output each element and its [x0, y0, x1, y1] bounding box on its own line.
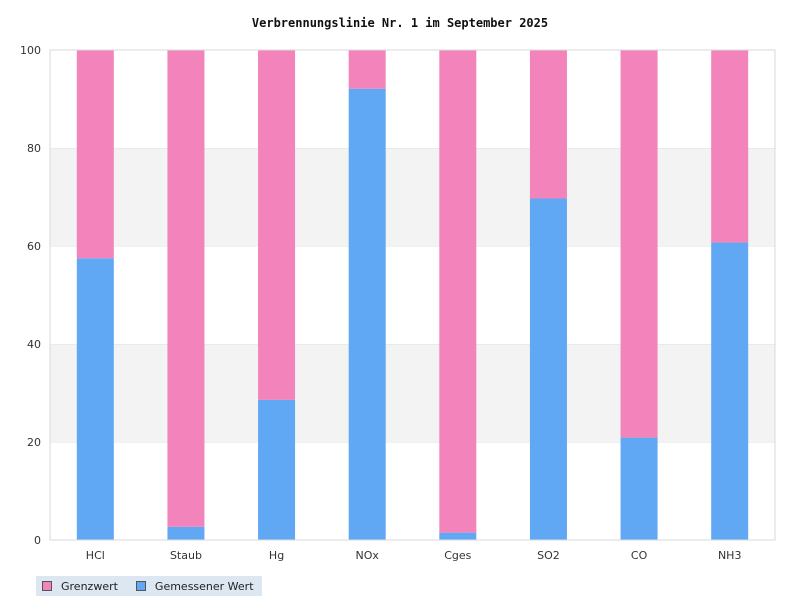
x-tick-label: SO2 [537, 549, 560, 562]
legend-item-grenzwert[interactable]: Grenzwert [42, 580, 118, 593]
bar-gemessener-wert-co[interactable] [620, 437, 658, 540]
bar-grenzwert-hcl[interactable] [76, 50, 114, 259]
x-tick-label: HCl [86, 549, 105, 562]
bar-gemessener-wert-hg[interactable] [258, 399, 296, 540]
grid-bands [50, 49, 775, 540]
bar-grenzwert-staub[interactable] [167, 50, 205, 527]
bar-grenzwert-nox[interactable] [348, 50, 386, 89]
legend-swatch-gemessener-wert [135, 581, 146, 591]
bar-gemessener-wert-cges[interactable] [439, 532, 477, 540]
x-axis-ticks: HCl Staub Hg NOx Cges SO2 CO NH3 [86, 549, 742, 562]
bar-grenzwert-hg[interactable] [258, 50, 296, 400]
y-tick-label: 40 [27, 338, 41, 351]
legend-swatch-grenzwert [42, 581, 52, 591]
bar-gemessener-wert-so2[interactable] [529, 198, 567, 540]
grid-band [50, 50, 775, 148]
legend-label-grenzwert: Grenzwert [61, 579, 118, 593]
grid-band [50, 148, 775, 246]
legend-label-gemessener-wert: Gemessener Wert [154, 579, 254, 593]
y-axis-ticks: 0 20 40 60 80 100 [20, 44, 41, 547]
y-tick-label: 80 [27, 142, 41, 155]
y-tick-label: 0 [34, 534, 41, 547]
bar-grenzwert-nh3[interactable] [711, 50, 749, 243]
y-tick-label: 60 [27, 240, 41, 253]
grid-band [50, 442, 775, 540]
bar-gemessener-wert-nox[interactable] [348, 88, 386, 541]
bar-grenzwert-co[interactable] [620, 50, 658, 438]
grid-band [50, 246, 775, 344]
plot-frame [49, 49, 776, 541]
x-tick-label: CO [631, 549, 648, 562]
x-tick-label: Staub [170, 549, 202, 562]
chart-title: Verbrennungslinie Nr. 1 im September 202… [252, 16, 548, 30]
legend: Grenzwert Gemessener Wert [36, 576, 262, 596]
x-tick-label: Hg [269, 549, 284, 562]
grid-band [50, 344, 775, 442]
bar-gemessener-wert-hcl[interactable] [76, 258, 114, 540]
x-tick-label: NH3 [718, 549, 742, 562]
y-tick-label: 20 [27, 436, 41, 449]
bars [76, 50, 749, 541]
bar-gemessener-wert-staub[interactable] [167, 526, 205, 540]
bar-gemessener-wert-nh3[interactable] [711, 242, 749, 540]
bar-grenzwert-cges[interactable] [439, 50, 477, 533]
x-tick-label: Cges [444, 549, 471, 562]
bar-grenzwert-so2[interactable] [529, 50, 567, 199]
x-tick-label: NOx [355, 549, 379, 562]
legend-item-gemessener-wert[interactable]: Gemessener Wert [135, 579, 254, 593]
y-tick-label: 100 [20, 44, 41, 57]
